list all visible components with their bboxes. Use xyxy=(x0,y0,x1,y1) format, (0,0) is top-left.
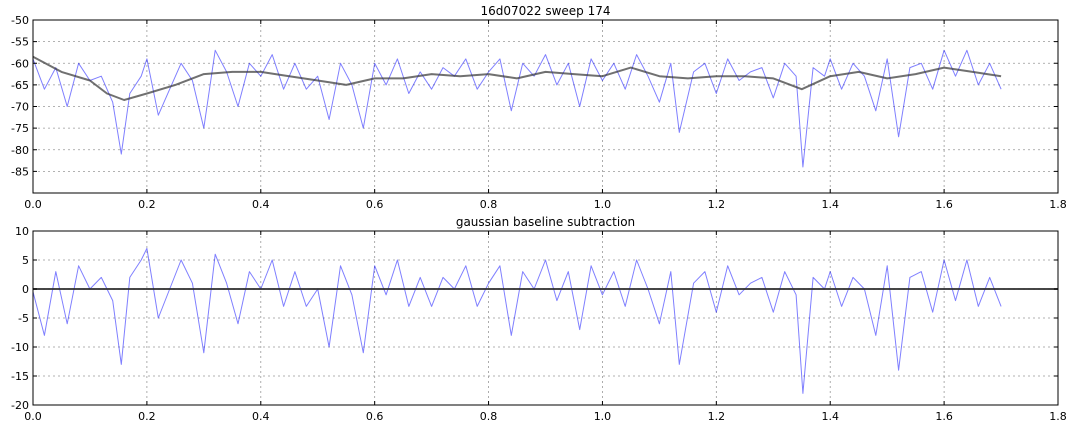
x-tick-label: 0.0 xyxy=(24,198,42,211)
y-tick-label: -75 xyxy=(11,122,29,135)
x-tick-label: 0.8 xyxy=(480,198,498,211)
y-tick-label: -60 xyxy=(11,57,29,70)
x-tick-label: 1.6 xyxy=(935,198,953,211)
x-tick-label: 1.0 xyxy=(594,410,612,423)
bottom-panel-baseline-subtraction: 0.0 0.2 0.4 0.6 0.8 1.0 1.2 1.4 1.6 1.8 -20 -15 -10 -… xyxy=(11,215,1067,423)
x-tick-label: 0.6 xyxy=(366,198,384,211)
y-tick-label: -50 xyxy=(11,14,29,27)
x-tick-label: 0.2 xyxy=(138,410,156,423)
chart-title: gaussian baseline subtraction xyxy=(456,215,635,229)
raw-trace-line xyxy=(33,49,1002,168)
x-tick-label: 0.6 xyxy=(366,410,384,423)
x-tick-label: 0.2 xyxy=(138,198,156,211)
x-tick-label: 1.0 xyxy=(594,198,612,211)
x-tick-label: 0.8 xyxy=(480,410,498,423)
y-tick-label: -80 xyxy=(11,144,29,157)
x-tick-label: 0.0 xyxy=(24,410,42,423)
y-tick-label: -55 xyxy=(11,36,29,49)
y-tick-label: -15 xyxy=(11,370,29,383)
y-tick-label: -5 xyxy=(18,312,29,325)
chart-title: 16d07022 sweep 174 xyxy=(480,4,610,18)
y-tick-label: 5 xyxy=(22,254,29,267)
x-tick-label: 0.4 xyxy=(252,410,270,423)
y-tick-label: -85 xyxy=(11,165,29,178)
y-tick-label: 10 xyxy=(15,225,29,238)
x-tick-label: 1.4 xyxy=(821,198,839,211)
gaussian-baseline-line xyxy=(33,55,1002,101)
x-tick-label: 1.4 xyxy=(821,410,839,423)
x-tick-label: 1.6 xyxy=(935,410,953,423)
y-tick-label: -20 xyxy=(11,399,29,412)
x-tick-label: 1.8 xyxy=(1049,198,1067,211)
y-tick-label: -70 xyxy=(11,101,29,114)
x-tick-label: 0.4 xyxy=(252,198,270,211)
y-tick-label: -65 xyxy=(11,79,29,92)
x-tick-label: 1.2 xyxy=(708,410,726,423)
x-tick-label: 1.8 xyxy=(1049,410,1067,423)
y-tick-label: 0 xyxy=(22,283,29,296)
top-panel-voltage-trace: 0.0 0.2 0.4 0.6 0.8 1.0 1.2 1.4 1.6 1.8 -85 -80 -75 -… xyxy=(11,4,1067,211)
x-tick-label: 1.2 xyxy=(708,198,726,211)
y-tick-label: -10 xyxy=(11,341,29,354)
